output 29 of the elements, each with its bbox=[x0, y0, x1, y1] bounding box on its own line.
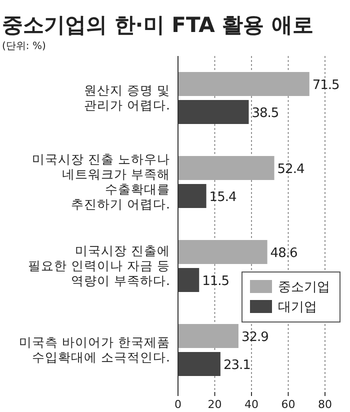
bar bbox=[178, 184, 206, 208]
bar bbox=[178, 72, 310, 96]
y-tick-label: 미국시장 진출 노하우나 네트워크가 부족해 수출확대를 추진하기 어렵다. bbox=[32, 152, 170, 212]
y-tick-label: 미국시장 진출에 필요한 인력이나 자금 등 역량이 부족하다. bbox=[28, 243, 170, 288]
x-tick-label: 80 bbox=[318, 398, 332, 411]
bar bbox=[178, 268, 200, 292]
chart-title: 중소기업의 한·미 FTA 활용 애로 bbox=[2, 13, 314, 37]
data-label: 38.5 bbox=[252, 106, 279, 121]
data-label: 23.1 bbox=[223, 358, 251, 373]
bar bbox=[178, 352, 220, 376]
text: (단위: %) bbox=[2, 41, 46, 52]
x-tick-label: 60 bbox=[281, 398, 296, 411]
x-tick-label: 40 bbox=[244, 398, 258, 411]
bar bbox=[178, 324, 238, 348]
data-label: 52.4 bbox=[277, 162, 304, 177]
data-label: 32.9 bbox=[241, 330, 269, 345]
bar bbox=[178, 100, 249, 124]
bar bbox=[178, 156, 274, 180]
x-tick-label: 20 bbox=[208, 398, 222, 411]
legend-label: 중소기업 bbox=[278, 280, 330, 295]
bar bbox=[178, 240, 268, 264]
x-tick-label: 0 bbox=[174, 398, 182, 411]
data-label: 71.5 bbox=[312, 78, 340, 93]
y-tick-label: 원산지 증명 및 관리가 어렵다. bbox=[84, 82, 170, 112]
data-label: 48.6 bbox=[270, 246, 298, 261]
data-label: 11.5 bbox=[202, 274, 230, 289]
legend-label: 대기업 bbox=[278, 300, 317, 315]
data-label: 15.4 bbox=[209, 190, 236, 205]
y-tick-label: 미국측 바이어가 한국제품 수입확대에 소극적인다. bbox=[19, 334, 170, 364]
